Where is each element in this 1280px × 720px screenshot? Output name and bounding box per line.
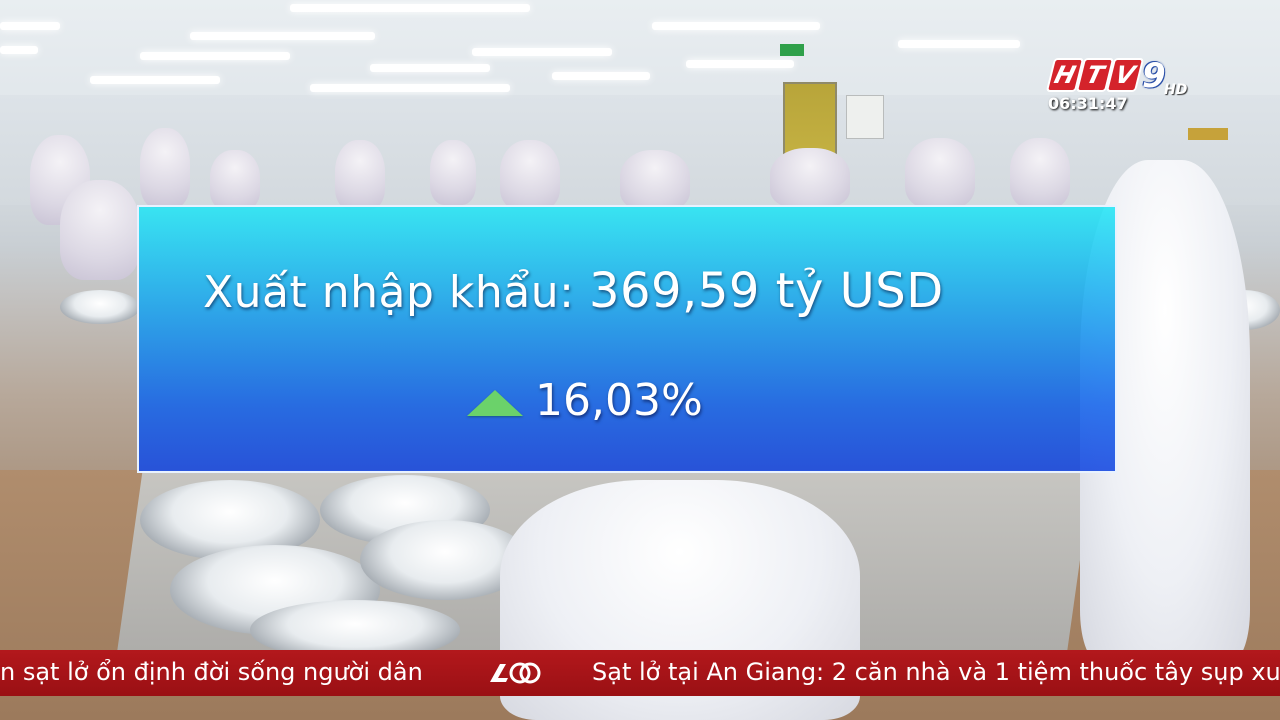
- statistic-change: 16,03%: [467, 375, 703, 426]
- ticker-logo-icon: [490, 662, 541, 684]
- ceiling-light: [310, 84, 510, 92]
- broadcast-clock: 06:31:47: [1048, 94, 1128, 113]
- ceiling-light: [0, 22, 60, 30]
- up-triangle-icon: [467, 389, 523, 416]
- worker: [140, 128, 190, 208]
- worker: [1010, 138, 1070, 208]
- statistic-change-value: 16,03%: [535, 375, 703, 426]
- ticker-text-left: n sạt lở ổn định đời sống người dân: [0, 658, 423, 686]
- news-ticker: n sạt lở ổn định đời sống người dân Sạt …: [0, 650, 1280, 696]
- logo-channel-number: 9: [1142, 56, 1166, 96]
- ceiling-light: [898, 40, 1020, 48]
- worker: [770, 148, 850, 208]
- ceiling-light: [472, 48, 612, 56]
- ceiling-light: [90, 76, 220, 84]
- statistic-headline: Xuất nhập khẩu: 369,59 tỷ USD: [203, 263, 944, 319]
- ceiling-light: [370, 64, 490, 72]
- worker: [500, 140, 560, 210]
- ceiling-light: [190, 32, 375, 40]
- ceiling-light: [140, 52, 290, 60]
- exit-sign: [780, 44, 804, 56]
- worker: [620, 150, 690, 210]
- worker: [60, 180, 140, 280]
- worker: [335, 140, 385, 210]
- ceiling-light: [652, 22, 820, 30]
- worker: [210, 150, 260, 210]
- worker: [430, 140, 476, 205]
- shrimp-bowl: [60, 290, 140, 324]
- statistic-label: Xuất nhập khẩu:: [203, 267, 575, 318]
- ceiling-light: [552, 72, 650, 80]
- ceiling-light: [0, 46, 38, 54]
- statistic-value: 369,59 tỷ USD: [588, 263, 944, 319]
- ticker-text-right: Sạt lở tại An Giang: 2 căn nhà và 1 tiệm…: [592, 658, 1280, 686]
- hd-badge: HD: [1164, 82, 1188, 98]
- ceiling-light: [290, 4, 530, 12]
- wall-sign: [1188, 128, 1228, 140]
- worker: [905, 138, 975, 208]
- statistic-panel: Xuất nhập khẩu: 369,59 tỷ USD 16,03%: [137, 205, 1117, 473]
- wall-box: [846, 95, 884, 139]
- ceiling-light: [686, 60, 794, 68]
- channel-logo: H T V 9 HD: [1045, 56, 1196, 98]
